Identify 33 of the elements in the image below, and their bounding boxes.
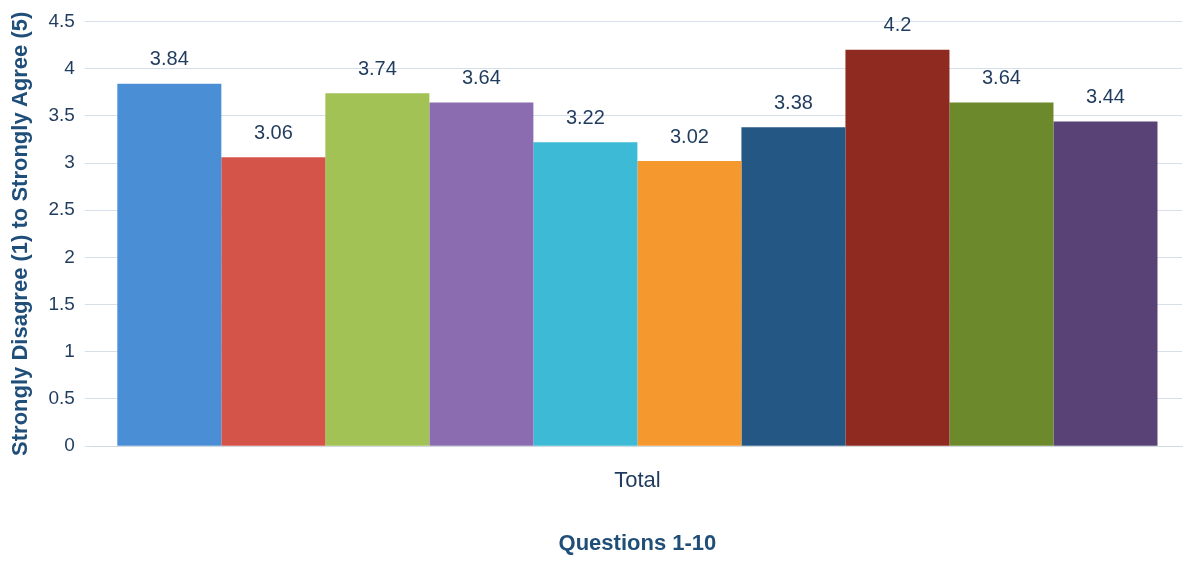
data-label: 3.38 <box>773 90 813 113</box>
data-label: 3.74 <box>357 56 397 79</box>
y-tick-label: 4.5 <box>48 9 75 31</box>
y-tick-label: 3.5 <box>48 104 75 126</box>
bar <box>221 157 326 446</box>
bar <box>845 49 950 446</box>
y-axis-title: Strongly Disagree (1) to Strongly Agree (5) <box>7 11 33 456</box>
bar <box>325 93 430 446</box>
bar <box>533 142 638 446</box>
y-tick-label: 4 <box>64 56 76 78</box>
y-tick-label: 2 <box>64 245 75 267</box>
y-tick-label: 0.5 <box>48 387 75 409</box>
data-label: 3.64 <box>982 66 1021 89</box>
bar <box>1053 121 1158 446</box>
bar <box>741 127 846 446</box>
y-tick-label: 1.5 <box>48 292 75 314</box>
data-label: 3.02 <box>669 124 709 147</box>
y-tick-label: 3 <box>64 151 75 173</box>
y-tick-label: 0 <box>64 434 75 456</box>
data-label: 3.44 <box>1086 84 1125 107</box>
bar <box>949 102 1054 446</box>
y-tick-label: 1 <box>64 340 75 362</box>
data-label: 4.2 <box>883 13 912 36</box>
x-axis-title: Questions 1-10 <box>558 529 717 555</box>
data-label: 3.64 <box>461 66 501 89</box>
y-tick-label: 2.5 <box>48 198 75 220</box>
data-label: 3.06 <box>253 120 293 143</box>
bar <box>429 102 534 446</box>
bar <box>637 161 742 446</box>
x-tick-label: Total <box>614 467 661 493</box>
data-label: 3.22 <box>565 105 605 128</box>
bar <box>117 83 222 446</box>
data-label: 3.84 <box>149 47 189 70</box>
